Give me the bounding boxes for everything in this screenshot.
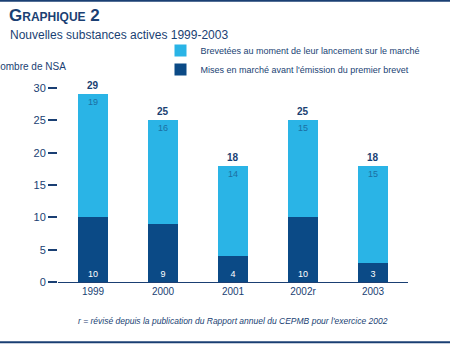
svg-text:25: 25 [34, 114, 46, 126]
svg-text:Nombre de NSA: Nombre de NSA [0, 61, 66, 72]
svg-text:18: 18 [227, 152, 239, 163]
svg-text:10: 10 [88, 269, 98, 279]
svg-text:30: 30 [34, 82, 46, 94]
svg-text:Mises en marché avant l'émissi: Mises en marché avant l'émission du prem… [201, 65, 409, 75]
svg-text:25: 25 [157, 106, 169, 117]
svg-text:Brevetées au moment de leur la: Brevetées au moment de leur lancement su… [201, 46, 420, 56]
svg-text:15: 15 [368, 169, 378, 179]
svg-text:20: 20 [34, 147, 46, 159]
svg-text:25: 25 [297, 106, 309, 117]
svg-text:18: 18 [367, 152, 379, 163]
svg-text:2001: 2001 [222, 286, 245, 297]
svg-text:29: 29 [87, 80, 99, 91]
svg-text:2003: 2003 [362, 286, 385, 297]
svg-text:15: 15 [298, 123, 308, 133]
svg-text:1999: 1999 [82, 286, 105, 297]
svg-text:16: 16 [158, 123, 168, 133]
svg-text:Nouvelles substances actives 1: Nouvelles substances actives 1999-2003 [10, 28, 228, 42]
svg-text:10: 10 [298, 269, 308, 279]
svg-text:0: 0 [40, 276, 46, 288]
svg-text:9: 9 [160, 269, 165, 279]
svg-text:15: 15 [34, 179, 46, 191]
svg-text:4: 4 [230, 269, 235, 279]
svg-text:19: 19 [88, 97, 98, 107]
svg-text:2002r: 2002r [290, 286, 316, 297]
svg-text:Graphique 2: Graphique 2 [9, 6, 100, 25]
svg-text:5: 5 [40, 244, 46, 256]
svg-text:3: 3 [370, 269, 375, 279]
svg-text:r = révisé depuis la publicati: r = révisé depuis la publication du Rapp… [78, 316, 388, 326]
svg-text:2000: 2000 [152, 286, 175, 297]
svg-text:10: 10 [34, 211, 46, 223]
svg-text:14: 14 [228, 169, 238, 179]
